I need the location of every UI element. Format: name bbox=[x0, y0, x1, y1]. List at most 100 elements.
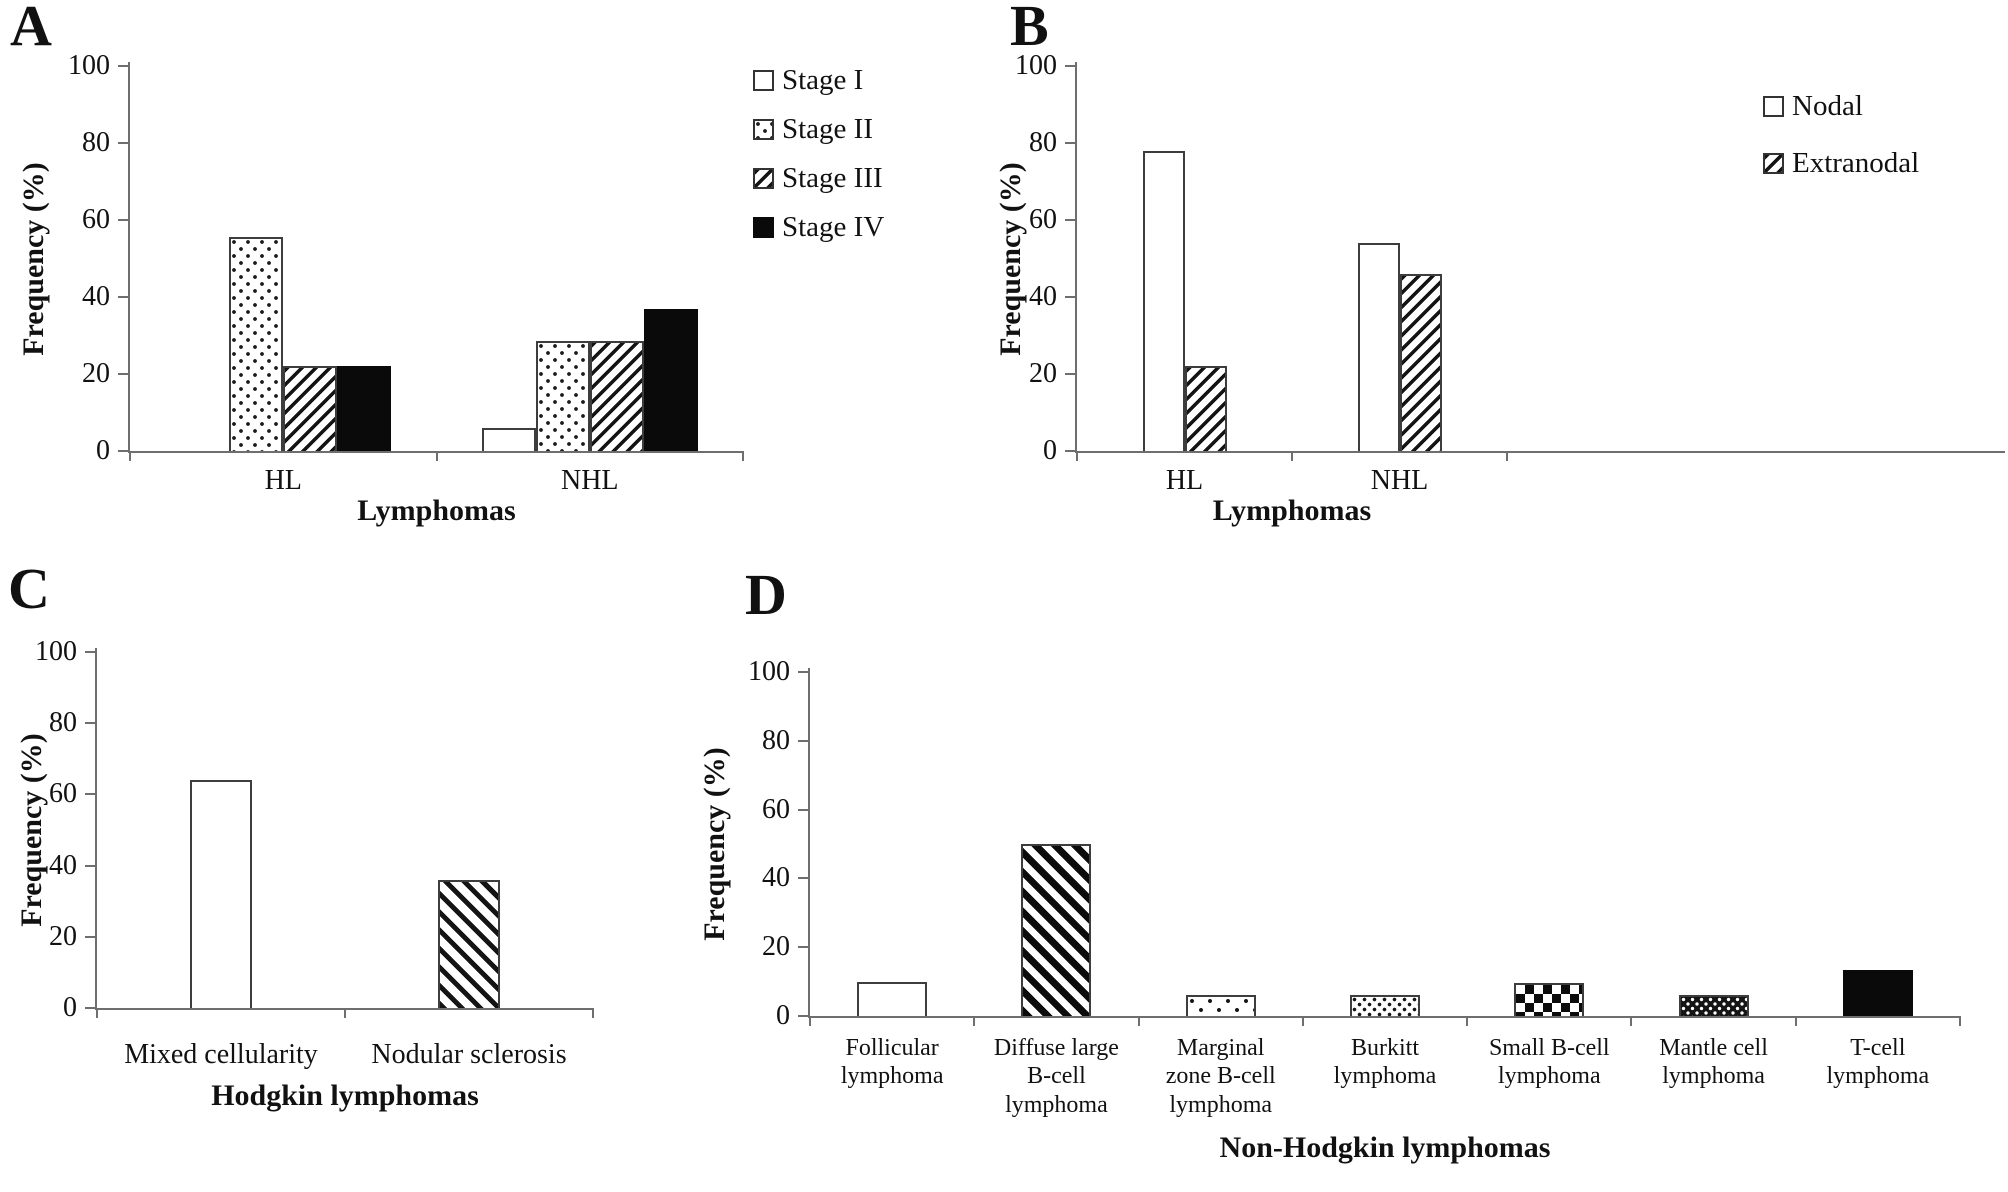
y-axis-tick bbox=[1065, 373, 1075, 375]
x-axis-tick bbox=[809, 1016, 811, 1026]
y-tick-label: 100 bbox=[35, 636, 77, 667]
x-axis-line bbox=[1075, 451, 2005, 453]
x-axis-tick bbox=[1291, 451, 1293, 461]
y-tick-label: 100 bbox=[68, 50, 110, 81]
y-axis-tick bbox=[85, 864, 95, 867]
y-tick-label: 20 bbox=[82, 358, 110, 389]
x-axis-tick bbox=[592, 1008, 594, 1018]
bar-burkitt-lymphoma bbox=[1350, 995, 1420, 1016]
x-category-label-mantle-cell-lymphoma: Mantle cell lymphoma bbox=[1659, 1035, 1768, 1090]
y-axis-tick bbox=[85, 722, 95, 725]
plot-area: 0 20 40 60 80 100 Mixed cellularity Nodular scl… bbox=[0, 555, 700, 1192]
y-axis-tick bbox=[85, 793, 95, 796]
bar-nhl-extranodal bbox=[1399, 273, 1442, 451]
panel-letter-d: D bbox=[745, 562, 787, 627]
x-axis-tick bbox=[1959, 1016, 1961, 1026]
y-tick-label: 40 bbox=[1029, 281, 1057, 312]
bar-t-cell-lymphoma bbox=[1842, 969, 1913, 1016]
x-axis-tick bbox=[1076, 451, 1078, 461]
x-category-label-small-b-cell-lymphoma: Small B-cell lymphoma bbox=[1488, 1035, 1610, 1090]
x-category-label-diffuse-large-b-cell-lymphoma: Diffuse large B-cell lymphoma bbox=[993, 1035, 1119, 1118]
bar-small-b-cell-lymphoma bbox=[1514, 983, 1585, 1016]
y-axis-tick bbox=[118, 219, 128, 221]
plot-area: 0 20 40 60 80 100 HL NHL bbox=[985, 2, 2008, 552]
bar-hl-stage-iii bbox=[283, 366, 338, 451]
x-axis-tick bbox=[1506, 451, 1508, 461]
x-axis-tick bbox=[1301, 1016, 1304, 1026]
y-tick-label: 0 bbox=[96, 435, 110, 466]
bar-hl-extranodal bbox=[1184, 366, 1227, 451]
y-axis-tick bbox=[85, 1007, 95, 1009]
y-axis-tick bbox=[118, 142, 128, 144]
bar-hl-stage-iv bbox=[337, 366, 392, 451]
y-tick-label: 20 bbox=[49, 920, 77, 952]
x-axis-tick bbox=[1466, 1016, 1469, 1026]
x-axis-tick bbox=[1630, 1016, 1633, 1026]
x-axis-tick bbox=[973, 1016, 976, 1026]
y-axis-tick bbox=[798, 671, 808, 673]
y-axis-tick bbox=[85, 935, 95, 938]
y-tick-label: 100 bbox=[1015, 50, 1057, 81]
y-axis-tick bbox=[1065, 296, 1075, 298]
x-axis-title: Hodgkin lymphomas bbox=[211, 1079, 479, 1112]
bar-mixed-cellularity bbox=[190, 780, 252, 1008]
x-axis-line bbox=[808, 1016, 1960, 1018]
y-tick-label: 60 bbox=[82, 204, 110, 235]
x-category-label-marginal-zone-b-cell-lymphoma: Marginal zone B-cell lymphoma bbox=[1165, 1035, 1276, 1118]
y-tick-label: 60 bbox=[762, 793, 790, 825]
y-axis-tick bbox=[1065, 219, 1075, 221]
y-axis-tick bbox=[798, 946, 808, 949]
y-axis-tick bbox=[118, 65, 128, 67]
x-axis-tick bbox=[129, 451, 131, 461]
y-tick-label: 80 bbox=[82, 127, 110, 158]
x-category-label-nodular-sclerosis: Nodular sclerosis bbox=[371, 1039, 567, 1070]
bar-nhl-stage-iii bbox=[589, 341, 644, 451]
panel-letter-a: A bbox=[10, 0, 52, 58]
bar-hl-nodal bbox=[1142, 150, 1185, 451]
panel-chart-a: A Frequency (%) Lymphomas 0 20 40 60 80 100 HL… bbox=[8, 0, 993, 552]
y-tick-label: 20 bbox=[762, 931, 790, 963]
y-axis-tick bbox=[118, 450, 128, 452]
y-tick-label: 40 bbox=[762, 862, 790, 894]
y-axis-tick bbox=[118, 296, 128, 298]
bar-nhl-nodal bbox=[1357, 243, 1400, 451]
plot-area: 0 20 40 60 80 100 HL NHL bbox=[8, 2, 993, 552]
y-axis-tick bbox=[118, 373, 128, 375]
x-category-label-hl: HL bbox=[1165, 465, 1204, 496]
bar-follicular-lymphoma bbox=[857, 981, 928, 1016]
x-axis-tick bbox=[435, 451, 438, 461]
bar-nhl-stage-iv bbox=[643, 308, 698, 451]
x-axis-title: Lymphomas bbox=[1212, 494, 1372, 527]
x-axis-tick bbox=[344, 1008, 346, 1018]
panel-chart-c: C Frequency (%) Hodgkin lymphomas 0 20 40 6… bbox=[0, 555, 700, 1192]
y-axis-line bbox=[95, 648, 97, 1010]
y-tick-label: 60 bbox=[49, 778, 77, 810]
x-category-label-mixed-cellularity: Mixed cellularity bbox=[124, 1039, 318, 1070]
x-category-label-t-cell-lymphoma: T-cell lymphoma bbox=[1826, 1035, 1930, 1090]
bar-nhl-stage-ii bbox=[535, 341, 590, 451]
panel-chart-b: B Frequency (%) Lymphomas 0 20 40 60 80 100 HL… bbox=[985, 0, 2008, 552]
y-axis-line bbox=[1075, 62, 1077, 453]
y-tick-label: 60 bbox=[1029, 204, 1057, 235]
y-tick-label: 80 bbox=[49, 707, 77, 739]
y-axis-tick bbox=[798, 877, 808, 880]
x-axis-title: Non-Hodgkin lymphomas bbox=[1219, 1131, 1551, 1164]
x-category-label-hl: HL bbox=[264, 465, 302, 496]
x-axis-tick bbox=[1794, 1016, 1797, 1026]
y-axis-tick bbox=[85, 651, 95, 653]
y-tick-label: 100 bbox=[748, 656, 790, 687]
y-tick-label: 0 bbox=[776, 1000, 790, 1031]
x-axis-tick bbox=[96, 1008, 98, 1018]
y-axis-tick bbox=[1065, 450, 1075, 452]
x-axis-tick bbox=[742, 451, 744, 461]
bar-mantle-cell-lymphoma bbox=[1678, 995, 1749, 1016]
panel-letter-c: C bbox=[8, 556, 50, 621]
x-category-label-follicular-lymphoma: Follicular lymphoma bbox=[840, 1035, 944, 1090]
panel-letter-b: B bbox=[1010, 0, 1049, 58]
y-tick-label: 80 bbox=[1029, 127, 1057, 158]
bar-nodular-sclerosis bbox=[438, 879, 500, 1008]
y-axis-tick bbox=[798, 739, 808, 742]
y-tick-label: 40 bbox=[49, 849, 77, 881]
